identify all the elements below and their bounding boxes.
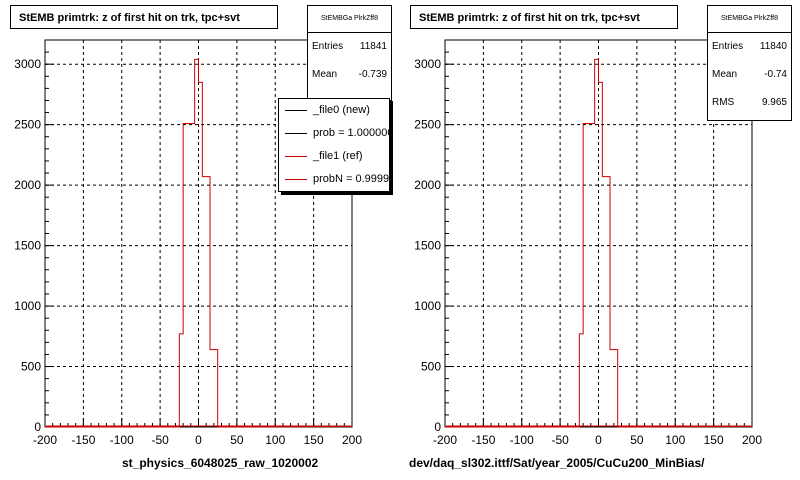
left-x-tick-label: 50 [230,433,244,447]
left-x-tick-label: -100 [110,433,134,447]
right-y-tick-label: 1000 [414,299,441,313]
left-x-tick-label: 150 [304,433,324,447]
right-x-tick-label: -200 [433,433,457,447]
left-x-tick-label: 200 [342,433,362,447]
right-x-tick-label: -150 [471,433,495,447]
right-histogram-bin [591,123,595,427]
right-histogram-bin [595,59,599,427]
right-histogram-bin [579,334,583,427]
right-x-axis-label: dev/daq_sl302.ittf/Sat/year_2005/CuCu200… [409,456,705,470]
left-stats-mean-value: -0.739 [358,69,387,80]
legend-item-prob: prob = 1.000000 [279,122,389,145]
left-stats-mean-label: Mean [312,69,338,80]
right-histogram-panel: -200 -150 -100 -50 0 50 100 150 200 0 500 1000 1500 2… [400,0,800,480]
left-stats-box: StEMBGa PlrkZff8 Entries 11841 Mean -0.7… [307,5,392,101]
legend-line-file0 [285,110,307,111]
left-histogram-bin [210,350,214,427]
right-histogram-bin [587,123,591,427]
left-histogram-bin [187,123,191,427]
left-y-tick-label: 3000 [14,57,41,71]
left-histogram-title: StEMB primtrk: z of first hit on trk, tp… [10,5,278,29]
right-x-tick-label: 150 [704,433,724,447]
right-x-tick-label: 100 [665,433,685,447]
right-y-tick-label: 1500 [414,239,441,253]
left-y-tick-label: 0 [34,420,41,434]
legend-line-prob [285,133,307,134]
right-x-tick-label: 200 [742,433,762,447]
left-histogram-bin [179,334,183,427]
legend-line-file1 [285,156,307,157]
left-x-axis-label: st_physics_6048025_raw_1020002 [122,456,319,470]
right-histogram-bin [599,82,603,427]
right-histogram-bin [614,350,618,427]
left-legend: _file0 (new) prob = 1.000000 _file1 (ref… [278,98,390,192]
right-stats-entries-label: Entries [712,41,744,52]
left-y-tick-label: 1500 [14,239,41,253]
left-histogram-bin [183,123,187,427]
legend-label-prob: prob = 1.000000 [313,127,390,139]
right-stats-mean-value: -0.74 [764,69,787,80]
left-x-tick-label: -50 [151,433,169,447]
right-y-tick-label: 0 [434,420,441,434]
right-histogram-series-0 [445,58,753,428]
right-y-tick-label: 3000 [414,57,441,71]
right-y-tick-label: 2500 [414,118,441,132]
left-x-tick-label: 100 [265,433,285,447]
left-histogram-bin [195,59,199,427]
right-stats-rms-value: 9.965 [761,97,787,108]
right-y-tick-label: 500 [421,360,441,374]
left-y-tick-label: 1000 [14,299,41,313]
left-x-tick-label: -150 [71,433,95,447]
left-stats-entries-value: 11841 [359,41,387,52]
left-y-tick-label: 2500 [14,118,41,132]
left-y-tick-label: 500 [21,360,41,374]
legend-label-file0: _file0 (new) [313,104,370,116]
legend-label-file1: _file1 (ref) [313,150,363,162]
right-x-tick-label: 0 [595,433,602,447]
legend-item-probn: probN = 0.999989 [279,168,389,191]
right-stats-entries-value: 11840 [759,41,787,52]
left-histogram-series-0 [45,58,353,428]
right-histogram-title: StEMB primtrk: z of first hit on trk, tp… [410,5,678,29]
left-histogram-bin [214,350,218,427]
left-x-tick-label: -200 [33,433,57,447]
left-y-tick-label: 2000 [14,178,41,192]
left-stats-name: StEMBGa PlrkZff8 [308,6,391,33]
left-histogram-bin [202,177,206,427]
left-histogram-bin [206,177,210,427]
legend-item-file1: _file1 (ref) [279,145,389,168]
right-x-tick-label: -50 [551,433,569,447]
legend-label-probn: probN = 0.999989 [313,173,390,185]
left-histogram-panel: -200 -150 -100 -50 0 50 100 150 200 0 500 1000 1500 2… [10,5,392,470]
right-stats-name: StEMBGa PlrkZff8 [708,6,791,33]
left-stats-entries-label: Entries [312,41,344,52]
legend-line-probn [285,179,307,180]
right-x-tick-label: 50 [630,433,644,447]
right-x-tick-label: -100 [510,433,534,447]
legend-item-file0: _file0 (new) [279,99,389,122]
left-x-tick-label: 0 [195,433,202,447]
right-histogram-bin [606,177,610,427]
right-y-tick-label: 2000 [414,178,441,192]
right-histogram-bin [602,177,606,427]
right-histogram-plot: -200 -150 -100 -50 0 50 100 150 2000500100015002… [414,39,762,447]
left-histogram-bin [199,82,203,427]
right-stats-mean-label: Mean [712,69,738,80]
right-histogram-bin [610,350,614,427]
right-stats-rms-label: RMS [712,97,735,108]
left-histogram-bin [191,123,195,427]
right-stats-box: StEMBGa PlrkZff8 Entries 11840 Mean -0.7… [707,5,792,121]
right-histogram-bin [583,123,587,427]
